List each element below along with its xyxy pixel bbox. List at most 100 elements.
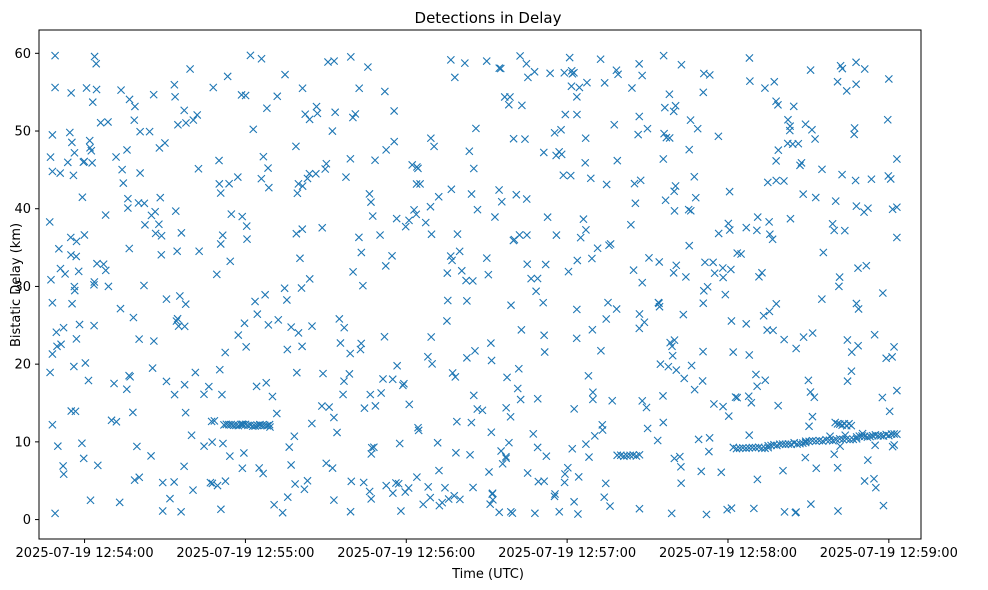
data-point xyxy=(242,222,251,231)
data-point xyxy=(367,449,376,458)
data-point xyxy=(677,479,686,488)
data-point xyxy=(134,198,143,207)
data-point xyxy=(676,462,685,471)
data-point xyxy=(204,382,213,391)
data-point xyxy=(444,495,453,504)
data-point xyxy=(502,454,511,463)
data-point xyxy=(573,510,582,519)
data-point xyxy=(453,230,462,239)
data-point xyxy=(257,54,266,63)
data-point xyxy=(346,52,355,61)
data-point xyxy=(246,421,255,430)
data-point xyxy=(792,508,801,517)
data-point xyxy=(842,86,851,95)
data-point xyxy=(830,226,839,235)
data-point xyxy=(96,118,105,127)
data-point xyxy=(331,108,340,117)
data-point xyxy=(53,442,62,451)
data-point xyxy=(884,74,893,83)
data-point xyxy=(670,187,679,196)
data-point xyxy=(568,444,577,453)
data-point xyxy=(763,178,772,187)
data-point xyxy=(634,130,643,139)
data-point xyxy=(745,431,754,440)
data-point xyxy=(308,322,316,331)
y-tick-label: 50 xyxy=(14,125,31,140)
data-point xyxy=(63,158,72,167)
data-point xyxy=(506,412,515,421)
data-point xyxy=(576,233,585,242)
data-point xyxy=(223,72,232,81)
data-point xyxy=(380,332,389,341)
data-point xyxy=(570,404,579,413)
y-tick-label: 0 xyxy=(23,513,31,528)
data-point xyxy=(348,113,357,122)
data-point xyxy=(393,361,402,370)
data-point xyxy=(763,326,772,335)
data-point xyxy=(867,175,876,184)
data-point xyxy=(862,261,871,270)
data-point xyxy=(88,158,97,167)
data-point xyxy=(808,412,817,421)
data-point xyxy=(455,495,464,504)
data-point xyxy=(68,299,77,308)
data-point xyxy=(559,171,568,180)
data-point xyxy=(379,374,387,383)
y-tick-label: 40 xyxy=(14,202,31,217)
data-point xyxy=(478,406,487,415)
data-point xyxy=(298,182,307,191)
data-point xyxy=(69,362,78,371)
data-point xyxy=(735,444,744,453)
data-point xyxy=(745,77,754,86)
data-point xyxy=(808,329,817,338)
data-point xyxy=(170,80,179,89)
data-point xyxy=(680,374,689,383)
data-point xyxy=(765,307,774,316)
data-point xyxy=(587,254,596,263)
data-point xyxy=(107,416,116,425)
data-point xyxy=(670,336,679,345)
data-point xyxy=(149,337,158,346)
data-point xyxy=(774,146,783,155)
chart-title: Detections in Delay xyxy=(415,9,562,27)
data-point xyxy=(610,120,619,129)
data-point xyxy=(79,454,88,463)
data-point xyxy=(268,392,277,401)
data-point xyxy=(799,333,808,342)
data-point xyxy=(748,443,757,452)
data-point xyxy=(575,83,584,92)
data-point xyxy=(828,219,837,228)
data-point xyxy=(718,264,727,272)
data-point xyxy=(75,320,84,329)
data-point xyxy=(635,112,644,121)
data-point xyxy=(635,450,644,459)
data-point xyxy=(888,352,897,361)
data-point xyxy=(781,440,790,449)
data-point xyxy=(586,174,595,183)
data-point xyxy=(59,470,68,479)
data-point xyxy=(272,409,281,418)
data-point xyxy=(482,254,491,263)
data-point xyxy=(551,490,560,499)
data-point xyxy=(659,51,668,60)
data-point xyxy=(563,463,572,472)
data-point xyxy=(125,95,134,104)
data-point xyxy=(608,396,617,405)
data-point xyxy=(177,507,186,516)
data-point xyxy=(546,69,555,78)
data-point xyxy=(251,422,260,431)
data-point xyxy=(723,505,732,514)
data-point xyxy=(747,398,756,407)
data-point xyxy=(90,321,99,330)
data-point xyxy=(555,147,564,156)
data-point xyxy=(360,404,369,413)
data-point xyxy=(333,428,342,437)
data-point xyxy=(671,101,680,110)
data-point xyxy=(508,509,517,518)
data-point xyxy=(175,291,184,300)
data-point xyxy=(173,247,182,256)
data-point xyxy=(209,83,218,92)
data-point xyxy=(253,310,262,319)
data-point xyxy=(394,479,403,488)
data-point xyxy=(484,270,493,279)
